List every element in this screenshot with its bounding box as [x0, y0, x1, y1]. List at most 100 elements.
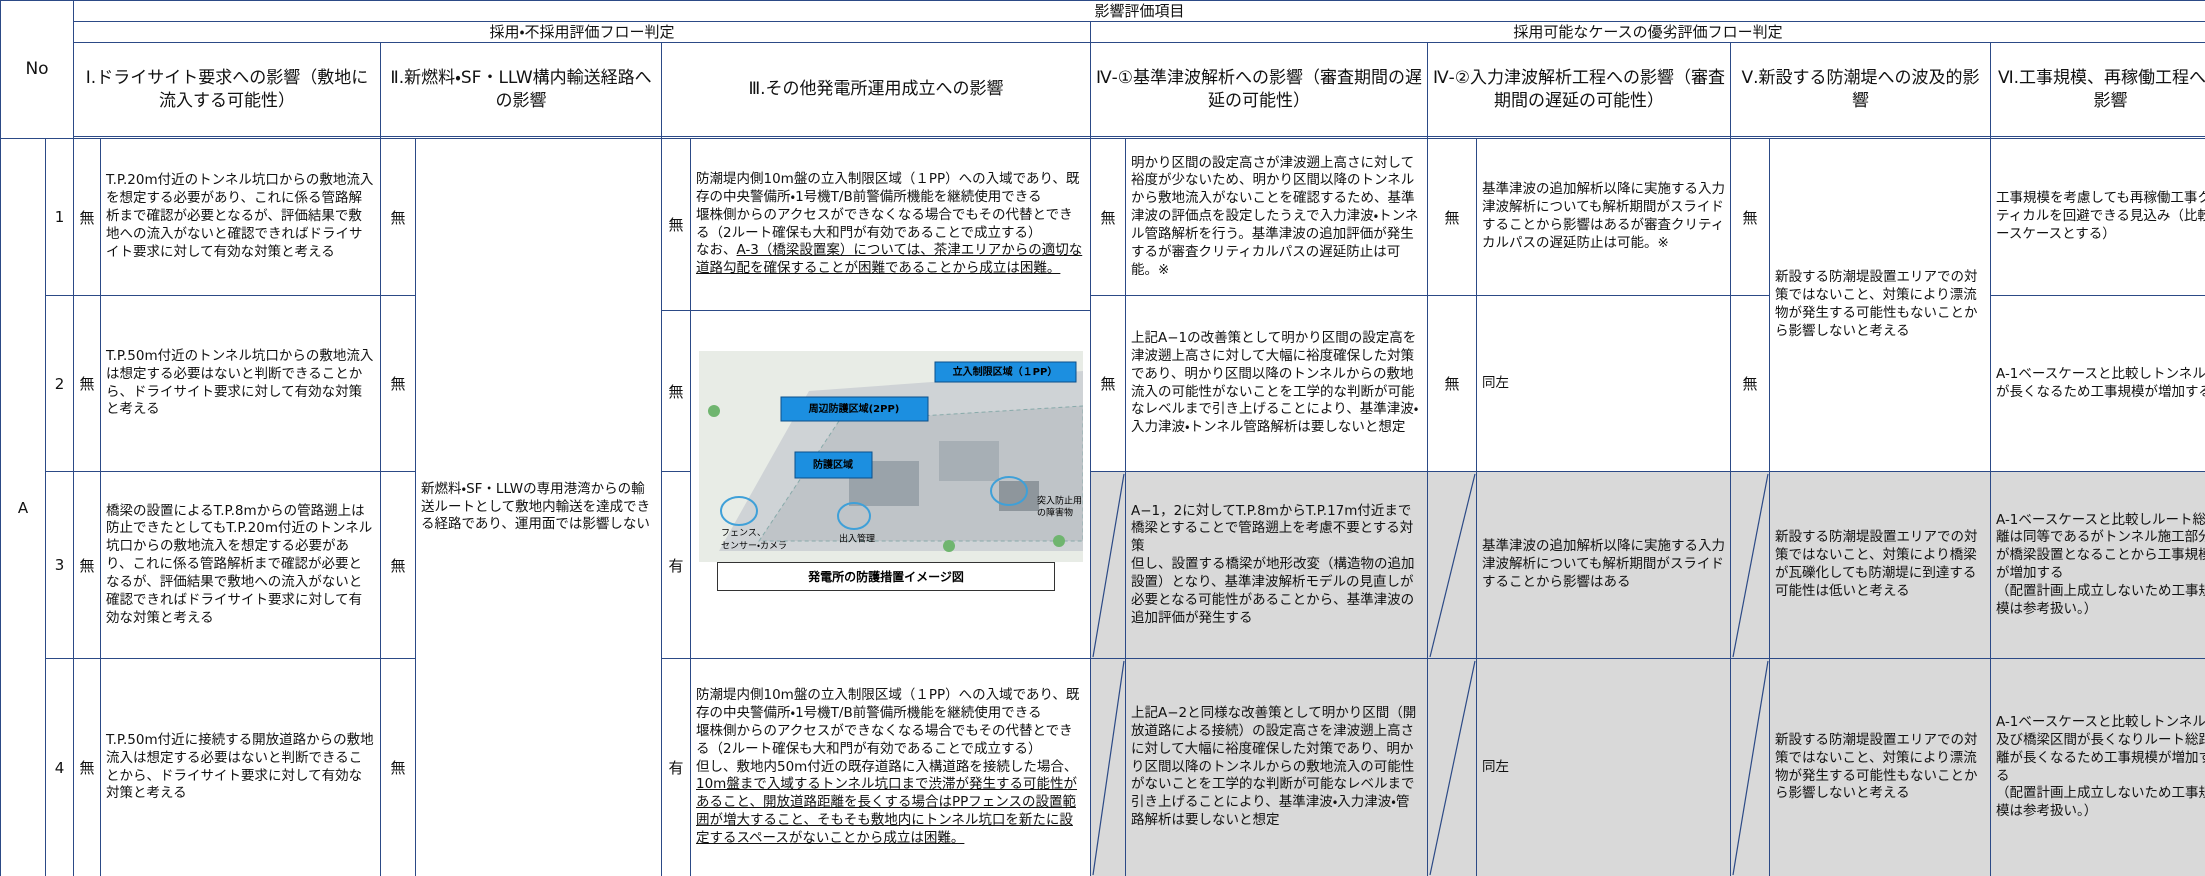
text-segment: 但し、敷地内50m付近の既存道路に入構道路を接続した場合、	[696, 758, 1078, 775]
cell-text: 無	[79, 759, 95, 777]
text-segment: A-3（橋梁設置案）については、茶津エリアからの適切な道路勾配を確保することが困…	[696, 242, 1083, 277]
mark-cell: 無	[1427, 295, 1477, 472]
mark-cell: 無	[1730, 295, 1770, 472]
slash	[1429, 473, 1476, 658]
mark-cell	[1730, 658, 1770, 876]
mark-cell: 無	[73, 138, 101, 296]
figure-label: フェンス、	[721, 529, 766, 539]
mark-cell: 有	[661, 471, 691, 659]
text-segment: 防潮堤内側10m盤の立入制限区域（１PP）への入域であり、既存の中央警備所・1号…	[696, 171, 1080, 205]
text-cell: 上記A−2と同様な改善策として明かり区間（開放道路による接続）の設定高さを津波遡…	[1125, 658, 1428, 876]
slash-line	[1092, 473, 1125, 658]
slash-line	[1732, 473, 1769, 658]
highlight-circle	[837, 502, 871, 530]
mark-cell	[1427, 658, 1477, 876]
text-cell: 明かり区間の設定高さが津波遡上高さに対して裕度が少ないため、明かり区間以降のトン…	[1125, 138, 1428, 296]
figure-label: 防護区域	[813, 458, 853, 471]
cell-text: 無	[1742, 375, 1758, 393]
slash	[1092, 660, 1125, 876]
cell-text: Ⅴ.新設する防潮堤への波及的影響	[1741, 68, 1980, 111]
cell-text: A−1，2に対してT.P.8mからT.P.17m付近まで橋梁とすることで管路遡上…	[1131, 503, 1422, 628]
text-cell: 同左	[1476, 295, 1731, 472]
cell-text: Ⅰ.ドライサイト要求への影響（敷地に流入する可能性）	[85, 68, 369, 111]
figure-label: 突入防止用	[1037, 495, 1082, 507]
text-segment: （配置計画上成立しないため工事規模は参考扱い。）	[1996, 785, 2205, 820]
highlight-circle	[720, 496, 758, 526]
cell-text: 4	[54, 758, 65, 777]
mark-cell: 無	[73, 471, 101, 659]
slash	[1092, 473, 1125, 658]
cell-text: 新設する防潮堤設置エリアでの対策ではないこと、対策により漂流物が発生する可能性も…	[1775, 731, 1978, 802]
label-box	[794, 451, 873, 479]
header-cell: Ⅳ-②入力津波解析工程への影響（審査期間の遅延の可能性）	[1427, 42, 1731, 139]
text-cell: A-1ベースケースと比較しトンネル長が長くなるため工事規模が増加する	[1990, 295, 2205, 472]
cell-text: 1	[54, 208, 65, 226]
cell-text: 上記A−1の改善策として明かり区間の設定高を津波遡上高さに対して大幅に裕度確保し…	[1131, 330, 1419, 436]
mark-cell: 無	[380, 295, 416, 472]
text-segment: なお、	[696, 242, 737, 259]
mark-cell: 無	[73, 658, 101, 876]
cell-text: 無	[1444, 208, 1460, 227]
text-cell: T.P.50m付近に接続する開放道路からの敷地流入は想定する必要はないと判断でき…	[100, 658, 381, 876]
text-cell: 上記A−1の改善策として明かり区間の設定高を津波遡上高さに対して大幅に裕度確保し…	[1125, 295, 1428, 472]
text-cell: 基準津波の追加解析以降に実施する入力津波解析についても解析期間がスライドすること…	[1476, 138, 1731, 296]
tree	[943, 540, 955, 552]
cell-text: 無	[390, 375, 406, 393]
cell-text: 無	[1742, 208, 1758, 227]
cell-text: 無	[390, 208, 406, 227]
cell-text: 明かり区間の設定高さが津波遡上高さに対して裕度が少ないため、明かり区間以降のトン…	[1131, 154, 1419, 278]
mark-cell: 無	[380, 471, 416, 659]
header-cell: 影響評価項目	[73, 0, 2205, 22]
cell-text: Ⅳ-②入力津波解析工程への影響（審査期間の遅延の可能性）	[1432, 68, 1726, 111]
mark-cell: 無	[380, 138, 416, 296]
cell-text: 橋梁の設置によるT.P.8mからの管路遡上は防止できたとしてもT.P.20m付近…	[106, 502, 373, 626]
header-cell: Ⅱ.新燃料・SF・LLW構内輸送経路への影響	[380, 42, 662, 139]
tree	[1053, 535, 1065, 547]
slash-line	[1429, 473, 1476, 658]
cell-text: A-1ベースケースと比較しルート総距離は同等であるがトンネル施工部分が橋梁設置と…	[1996, 512, 2205, 619]
figure-caption: 発電所の防護措置イメージ図	[717, 562, 1055, 591]
text-cell: 橋梁の設置によるT.P.8mからの管路遡上は防止できたとしてもT.P.20m付近…	[100, 471, 381, 659]
cell-text: 採用可能なケースの優劣評価フロー判定	[1513, 23, 1783, 41]
cell-text: 基準津波の追加解析以降に実施する入力津波解析についても解析期間がスライドすること…	[1482, 181, 1725, 251]
cell-text: 基準津波の追加解析以降に実施する入力津波解析についても解析期間がスライドすること…	[1482, 538, 1725, 590]
slash	[1429, 660, 1476, 876]
mark-cell: 2	[45, 295, 74, 472]
mark-cell	[1730, 471, 1770, 659]
mark-cell: 有	[661, 658, 691, 876]
header-cell: No	[0, 0, 74, 139]
text-segment: A−1，2に対してT.P.8mからT.P.17m付近まで橋梁とすることで管路遡上…	[1131, 502, 1414, 555]
figure-label: の障害物	[1037, 507, 1073, 519]
cell-text: T.P.50m付近に接続する開放道路からの敷地流入は想定する必要はないと判断でき…	[106, 731, 374, 802]
cell-text: 無	[1100, 375, 1116, 393]
mark-cell: 無	[1730, 138, 1770, 296]
tree	[708, 405, 720, 417]
text-cell: 新設する防潮堤設置エリアでの対策ではないこと、対策により橋梁が瓦礫化しても防潮堤…	[1769, 471, 1991, 659]
cell-text: 無	[390, 759, 406, 777]
text-cell: 新設する防潮堤設置エリアでの対策ではないこと、対策により漂流物が発生する可能性も…	[1769, 658, 1991, 876]
cell-text: 2	[54, 374, 65, 393]
mark-cell: 無	[380, 658, 416, 876]
cell-text: 上記A−2と同様な改善策として明かり区間（開放道路による接続）の設定高さを津波遡…	[1131, 705, 1417, 829]
header-cell: Ⅳ-①基準津波解析への影響（審査期間の遅延の可能性）	[1090, 42, 1428, 139]
mark-cell: 3	[45, 471, 74, 659]
cell-text: 防潮堤内側10m盤の立入制限区域（１PP）への入域であり、既存の中央警備所・1号…	[696, 687, 1085, 847]
cell-text: A-1ベースケースと比較しトンネル長が長くなるため工事規模が増加する	[1996, 365, 2205, 400]
cell-text: 無	[668, 382, 684, 401]
text-cell: 同左	[1476, 658, 1731, 876]
header-cell: Ⅴ.新設する防潮堤への波及的影響	[1730, 42, 1991, 139]
slash-line	[1732, 660, 1769, 876]
cell-text: 防潮堤内側10m盤の立入制限区域（１PP）への入域であり、既存の中央警備所・1号…	[696, 171, 1085, 278]
mark-cell: 1	[45, 138, 74, 296]
cell-text: T.P.20m付近のトンネル坑口からの敷地流入を想定する必要があり、これに係る管…	[106, 172, 374, 260]
label-box	[934, 361, 1077, 383]
mark-cell: 4	[45, 658, 74, 876]
header-cell: 採用・不採用評価フロー判定	[73, 21, 1091, 43]
cell-text: A-1ベースケースと比較しトンネル長及び橋梁区間が長くなりルート総距離が長くなる…	[1996, 714, 2205, 821]
cell-text: 新設する防潮堤設置エリアでの対策ではないこと、対策により橋梁が瓦礫化しても防潮堤…	[1775, 529, 1978, 599]
mark-cell: 無	[661, 310, 691, 472]
figure-label: 周辺防護区域(2PP)	[809, 402, 900, 415]
